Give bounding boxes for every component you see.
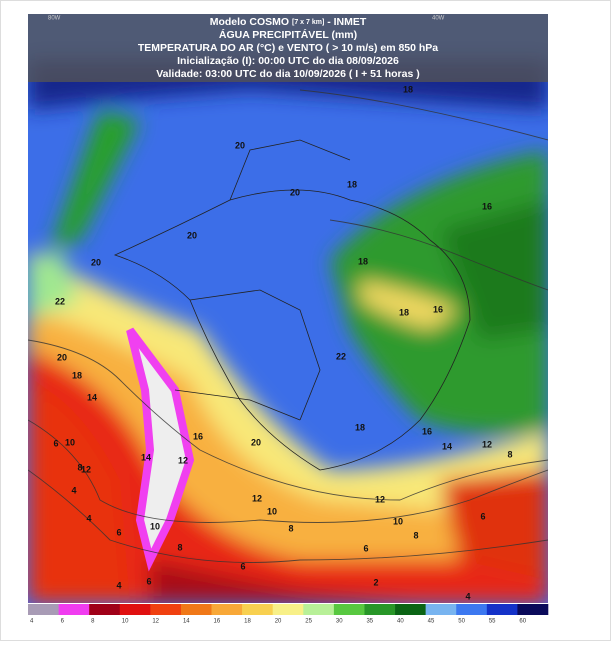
colorbar-swatch <box>425 604 457 615</box>
contour-label: 14 <box>141 452 151 462</box>
header-bg <box>28 14 548 82</box>
colorbar-swatch <box>364 604 396 615</box>
contour-label: 10 <box>150 521 160 531</box>
contour-label: 4 <box>465 591 470 601</box>
lon-label: 80W <box>48 16 61 22</box>
colorbar-swatch <box>517 604 549 615</box>
colorbar-label: 10 <box>122 619 129 625</box>
contour-label: 18 <box>347 179 357 189</box>
colorbar-swatch <box>58 604 90 615</box>
contour-label: 6 <box>146 576 151 586</box>
contour-label: 8 <box>413 530 418 540</box>
colorbar-swatch <box>272 604 304 615</box>
contour-label: 4 <box>116 580 121 590</box>
contour-label: 20 <box>91 257 101 267</box>
colorbar-label: 16 <box>214 619 221 625</box>
contour-label: 10 <box>267 506 277 516</box>
contour-label: 8 <box>77 462 82 472</box>
contour-label: 18 <box>72 370 82 380</box>
contour-label: 16 <box>422 426 432 436</box>
colorbar-label: 25 <box>305 619 312 625</box>
header-valid: Validade: 03:00 UTC do dia 10/09/2026 ( … <box>156 68 420 80</box>
contour-label: 8 <box>288 523 293 533</box>
contour-label: 22 <box>336 351 346 361</box>
contour-label: 16 <box>433 304 443 314</box>
colorbar-swatch <box>303 604 335 615</box>
contour-label: 10 <box>393 516 403 526</box>
contour-label: 2 <box>373 577 378 587</box>
contour-label: 6 <box>240 561 245 571</box>
colorbar-label: 4 <box>30 619 34 625</box>
title-main: Modelo COSMO <box>210 16 289 28</box>
colorbar-swatch <box>395 604 426 615</box>
colorbar-label: 30 <box>336 619 343 625</box>
borders <box>113 139 471 471</box>
colorbar-label: 45 <box>428 619 435 625</box>
colorbar-swatch <box>89 604 121 615</box>
header-overlay: TEMPERATURA DO AR (°C) e VENTO ( > 10 m/… <box>138 42 438 54</box>
colorbar-swatch <box>486 604 518 615</box>
contour-label: 4 <box>71 485 76 495</box>
colorbar-label: 14 <box>183 619 190 625</box>
contour-label: 6 <box>363 543 368 553</box>
header-variable: ÁGUA PRECIPITÁVEL (mm) <box>219 28 357 41</box>
colorbar-swatch <box>28 604 59 615</box>
contour-label: 18 <box>355 422 365 432</box>
colorbar-label: 60 <box>519 619 526 625</box>
contour-label: 14 <box>87 392 97 402</box>
lon-label: 40W <box>432 16 445 22</box>
isotherms <box>28 89 548 563</box>
colorbar-label: 12 <box>152 619 159 625</box>
contour-label: 20 <box>251 437 261 447</box>
contour-label: 6 <box>116 527 121 537</box>
contour-label: 20 <box>187 230 197 240</box>
contour-label: 6 <box>480 511 485 521</box>
contour-label: 20 <box>57 352 67 362</box>
colorbar-swatch <box>150 604 182 615</box>
contour-label: 22 <box>55 296 65 306</box>
colorbar-swatch <box>119 604 151 615</box>
contour-label: 12 <box>252 493 262 503</box>
contour-label: 16 <box>482 201 492 211</box>
contour-label: 12 <box>375 494 385 504</box>
colorbar-label: 55 <box>489 619 496 625</box>
andes <box>126 327 195 572</box>
contour-label: 12 <box>482 439 492 449</box>
contour-label: 20 <box>290 187 300 197</box>
title-res: [7 x 7 km] <box>292 19 324 26</box>
map <box>28 14 548 603</box>
contour-label: 20 <box>235 140 245 150</box>
colorbar-label: 35 <box>366 619 373 625</box>
contour-label: 10 <box>65 437 75 447</box>
colorbar-swatch <box>456 604 488 615</box>
contour-label: 6 <box>53 438 58 448</box>
colorbar-swatch <box>242 604 274 615</box>
contour-label: 18 <box>403 84 413 94</box>
contour-label: 4 <box>86 513 91 523</box>
header-title: Modelo COSMO [7 x 7 km] - INMET <box>210 16 367 28</box>
contour-label: 18 <box>399 307 409 317</box>
contour-label: 12 <box>178 455 188 465</box>
colorbar-label: 8 <box>91 619 95 625</box>
colorbar-label: 6 <box>61 619 65 625</box>
contour-label: 18 <box>358 256 368 266</box>
contour-label: 14 <box>442 441 452 451</box>
contour-label: 8 <box>177 542 182 552</box>
colorbar-label: 50 <box>458 619 465 625</box>
colorbar-swatch <box>211 604 243 615</box>
colorbar-label: 18 <box>244 619 251 625</box>
contour-label: 8 <box>507 449 512 459</box>
title-source: - INMET <box>327 16 367 28</box>
contour-label: 12 <box>81 464 91 474</box>
colorbar: 4 6 8 10 12 14 16 18 20 25 30 35 40 45 50 55 60 <box>28 604 549 625</box>
colorbar-label: 20 <box>275 619 282 625</box>
colorbar-label: 40 <box>397 619 404 625</box>
contour-labels: 18 20 18 20 16 20 20 18 16 22 18 22 20 18 14 16 18 16 14 12… <box>53 84 512 601</box>
contour-label: 16 <box>193 431 203 441</box>
colorbar-swatch <box>333 604 365 615</box>
header-init: Inicialização (I): 00:00 UTC do dia 08/0… <box>177 55 399 67</box>
colorbar-swatch <box>180 604 212 615</box>
